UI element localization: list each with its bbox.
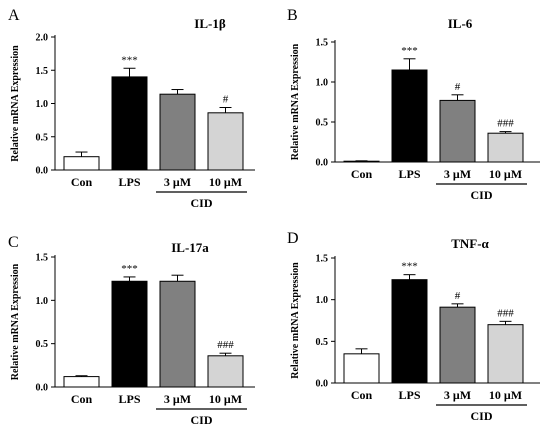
chart-1-panel-letter: B bbox=[287, 7, 298, 24]
chart-1-title: IL-6 bbox=[448, 16, 473, 31]
chart-2-significance-3: ### bbox=[217, 339, 234, 351]
chart-3-title: TNF-α bbox=[451, 236, 489, 251]
chart-2-group-label: CID bbox=[190, 413, 212, 427]
chart-2-category-label-0: Con bbox=[71, 392, 93, 406]
chart-0-y-axis-label: Relative mRNA Expression bbox=[10, 45, 21, 162]
chart-3-category-label-3: 10 μM bbox=[489, 388, 522, 402]
chart-3-significance-1: *** bbox=[401, 261, 418, 273]
chart-0-category-label-2: 3 μM bbox=[164, 175, 191, 189]
chart-3-bar-3 bbox=[487, 324, 524, 384]
chart-2-bar-2 bbox=[159, 280, 196, 388]
chart-2-bar-0 bbox=[63, 376, 100, 388]
chart-3-y-tick-label: 0.0 bbox=[316, 379, 329, 390]
chart-0-title: IL-1β bbox=[194, 16, 226, 31]
chart-2-bar-1 bbox=[111, 280, 148, 388]
chart-1-y-tick-label: 0.0 bbox=[316, 158, 329, 169]
chart-1-category-label-2: 3 μM bbox=[444, 167, 471, 181]
chart-2-y-tick-label: 1.5 bbox=[36, 253, 49, 264]
chart-3-significance-2: # bbox=[455, 290, 461, 302]
chart-0-significance-3: # bbox=[223, 93, 229, 105]
chart-3-y-tick-label: 1.0 bbox=[316, 295, 329, 306]
chart-3-group-label: CID bbox=[470, 409, 492, 423]
chart-3-bar-2 bbox=[439, 306, 476, 384]
chart-3-bar-1 bbox=[391, 279, 428, 384]
chart-2-panel-letter: C bbox=[8, 234, 19, 251]
chart-3-y-tick-label: 0.5 bbox=[316, 337, 329, 348]
chart-1-y-axis-label: Relative mRNA Expression bbox=[290, 43, 301, 160]
chart-2-significance-1: *** bbox=[121, 263, 138, 275]
chart-0-y-tick-label: 1.5 bbox=[36, 66, 49, 77]
chart-1-category-label-3: 10 μM bbox=[489, 167, 522, 181]
chart-2-title: IL-17a bbox=[171, 240, 209, 255]
chart-1-bar-0 bbox=[343, 160, 380, 163]
chart-1-bar-2 bbox=[439, 99, 476, 163]
chart-0-bar-3 bbox=[207, 112, 244, 171]
chart-0-y-tick-label: 2.0 bbox=[36, 33, 49, 44]
chart-1-bar-3 bbox=[487, 132, 524, 163]
chart-1-y-tick-label: 0.5 bbox=[316, 118, 329, 129]
chart-0-significance-1: *** bbox=[121, 54, 138, 66]
chart-1-significance-3: ### bbox=[497, 118, 514, 130]
chart-3-significance-3: ### bbox=[497, 307, 514, 319]
chart-0-bar-2 bbox=[159, 93, 196, 171]
chart-3-y-tick-label: 1.5 bbox=[316, 254, 329, 265]
chart-0-category-label-3: 10 μM bbox=[209, 175, 242, 189]
chart-3-category-label-1: LPS bbox=[398, 388, 420, 402]
chart-2-y-tick-label: 0.0 bbox=[36, 383, 49, 394]
chart-1-category-label-1: LPS bbox=[398, 167, 420, 181]
chart-3-category-label-0: Con bbox=[351, 388, 373, 402]
chart-2-category-label-3: 10 μM bbox=[209, 392, 242, 406]
chart-1-y-tick-label: 1.0 bbox=[316, 78, 329, 89]
chart-3-category-label-2: 3 μM bbox=[444, 388, 471, 402]
chart-1-bar-1 bbox=[391, 69, 428, 163]
chart-0-y-tick-label: 0.5 bbox=[36, 132, 49, 143]
chart-2-category-label-2: 3 μM bbox=[164, 392, 191, 406]
chart-3-panel-letter: D bbox=[287, 230, 299, 247]
chart-1-category-label-0: Con bbox=[351, 167, 373, 181]
chart-0-category-label-1: LPS bbox=[118, 175, 140, 189]
chart-1-y-tick-label: 1.5 bbox=[316, 38, 329, 49]
chart-1-significance-1: *** bbox=[401, 45, 418, 57]
chart-1-significance-2: # bbox=[455, 81, 461, 93]
chart-0-group-label: CID bbox=[190, 196, 212, 210]
chart-2-y-axis-label: Relative mRNA Expression bbox=[10, 263, 21, 380]
chart-0-panel-letter: A bbox=[8, 7, 20, 24]
chart-2-category-label-1: LPS bbox=[118, 392, 140, 406]
chart-2-y-tick-label: 0.5 bbox=[36, 339, 49, 350]
chart-2-y-tick-label: 1.0 bbox=[36, 296, 49, 307]
chart-3-bar-0 bbox=[343, 353, 380, 384]
chart-2-bar-3 bbox=[207, 355, 244, 388]
chart-0-bar-0 bbox=[63, 156, 100, 171]
chart-3-y-axis-label: Relative mRNA Expression bbox=[290, 262, 301, 379]
chart-1-group-label: CID bbox=[470, 188, 492, 202]
chart-0-y-tick-label: 1.0 bbox=[36, 99, 49, 110]
chart-0-bar-1 bbox=[111, 76, 148, 171]
chart-0-category-label-0: Con bbox=[71, 175, 93, 189]
chart-0-y-tick-label: 0.0 bbox=[36, 166, 49, 177]
